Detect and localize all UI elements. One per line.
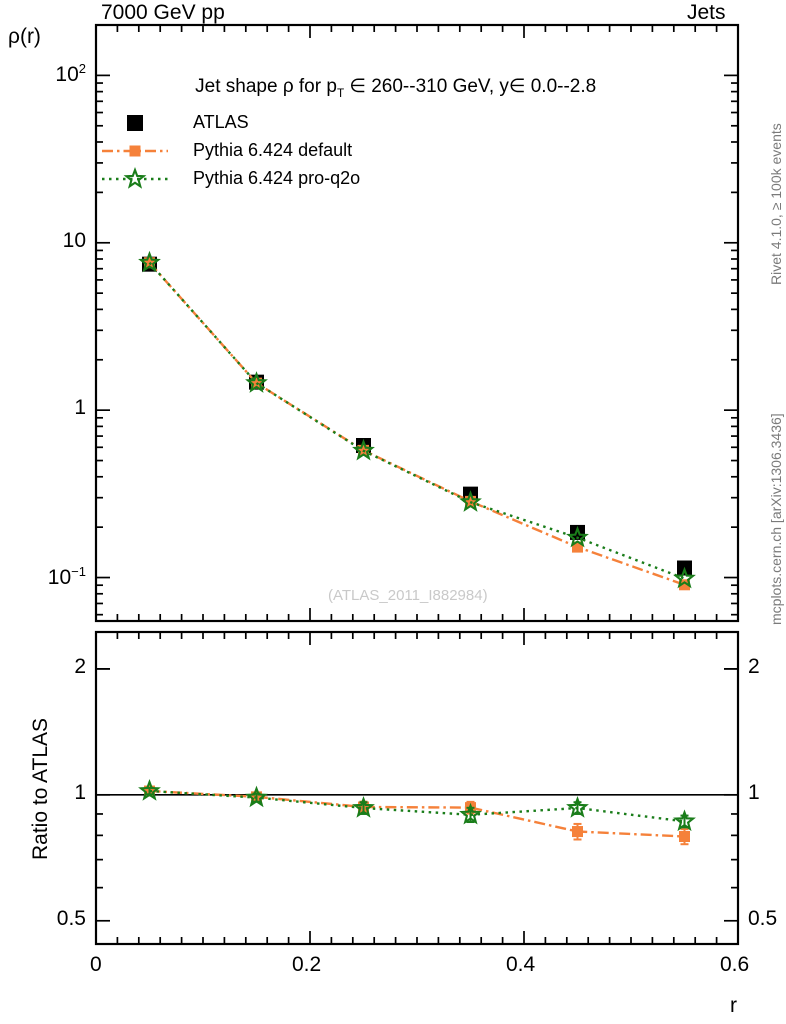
header-left-label: 7000 GeV pp [101,1,225,24]
ratio-pythia-proq2o-marker [352,796,375,818]
ratio-ytick-label-right: 2 [748,654,760,678]
xtick-label: 0.2 [292,953,322,976]
ratio-ytick-label-right: 0.5 [748,906,778,930]
ratio-pythia-proq2o-line [149,789,685,823]
main-ylabel: ρ(r) [8,25,41,48]
pythia-proq2o-marker [352,438,375,461]
xaxis-label: r [730,994,737,1017]
main-ytick-label: 10−1 [47,563,86,589]
header-right-label: Jets [687,1,726,24]
pythia-proq2o-line [148,261,685,580]
legend-label-0: ATLAS [193,112,249,132]
pythia-proq2o-marker [245,371,268,393]
pythia-proq2o-marker [138,250,161,273]
main-ytick-label: 102 [55,61,86,87]
main-ytick-label: 1 [74,396,86,420]
dataset-watermark: (ATLAS_2011_I882984) [328,587,488,604]
legend-marker-0 [127,115,143,131]
title-part-d: ∈ 0.0--2.8 [508,76,597,97]
title-part-c: ∈ 260--310 GeV, y [349,76,509,97]
main-ytick-label: 10 [62,228,86,252]
title-subscript-T: T [336,86,345,100]
pythia-default-marker [679,579,690,591]
ratio-pythia-proq2o-marker [138,779,161,801]
xtick-label: 0 [90,953,102,976]
legend-label-2: Pythia 6.424 pro-q2o [193,168,361,188]
pythia-proq2o-marker [459,490,482,512]
ratio-ytick-label-right: 1 [748,780,760,804]
ratio-pythia-proq2o-marker [673,809,696,832]
pythia-default-marker [572,541,583,553]
ratio-ytick-label-left: 0.5 [56,906,86,930]
legend-label-1: Pythia 6.424 default [193,140,353,160]
title-part-b: for p [298,76,337,97]
pythia-proq2o-marker [673,566,696,589]
ratio-ytick-label-left: 1 [74,780,86,804]
title-part-a: Jet shape [195,76,278,97]
ratio-pythia-default-marker [572,826,583,838]
ratio-pythia-default-line [149,789,685,838]
ratio-pythia-default-marker [679,831,690,843]
ratio-ytick-label-left: 2 [74,654,86,678]
ratio-pythia-proq2o-marker [245,785,268,808]
xtick-label: 0.4 [506,953,536,976]
main-plot-title: Jet shape ρ for pT ∈ 260--310 GeV, y∈ 0.… [174,58,596,119]
title-rho-symbol: ρ [282,76,294,97]
legend-marker-1 [129,145,141,157]
xtick-label: 0.6 [720,953,750,976]
legend-marker-2 [123,167,147,189]
pythia-proq2o-marker [566,525,589,548]
ratio-pythia-proq2o-marker [566,796,589,818]
ratio-panel-frame [94,630,740,946]
pythia-default-line [148,261,685,586]
ratio-pythia-proq2o-marker [459,802,482,825]
atlas-data-marker [570,524,585,540]
